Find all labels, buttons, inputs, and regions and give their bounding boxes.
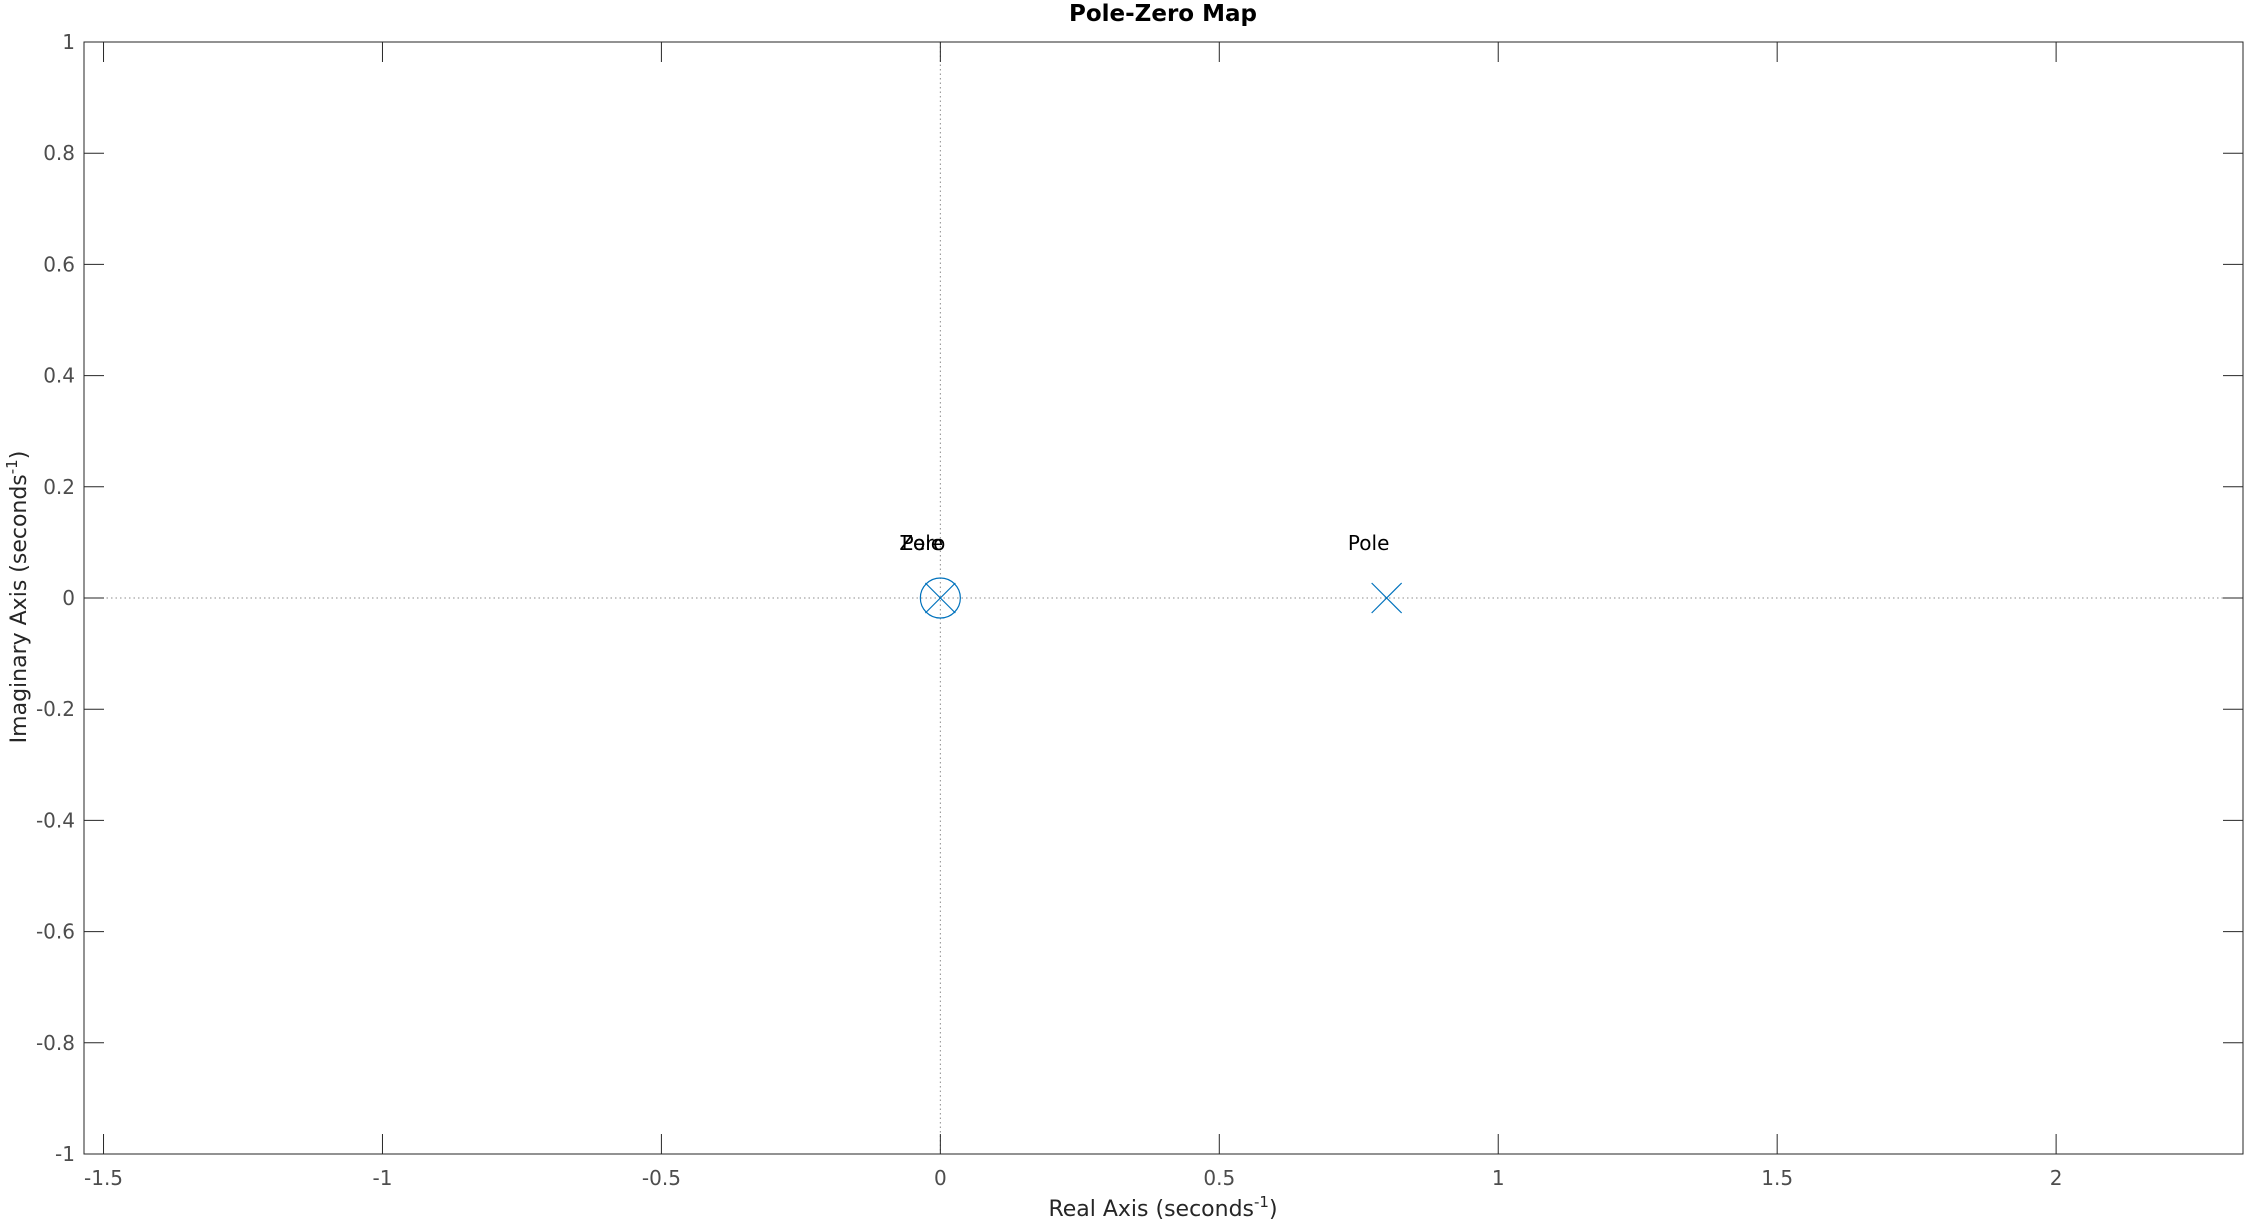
pole-marker-stroke [924, 582, 956, 614]
x-tick-label: 1.5 [1761, 1166, 1793, 1190]
y-tick-label: 0.2 [43, 475, 75, 499]
x-axis-label-text: Real Axis (seconds [1048, 1197, 1254, 1221]
x-tick-label: -0.5 [642, 1166, 681, 1190]
chart-title: Pole-Zero Map [1069, 1, 1257, 27]
y-tick-label: -1 [55, 1142, 75, 1166]
y-tick-label: -0.2 [36, 697, 75, 721]
zero-marker [919, 577, 961, 619]
x-tick-label: 0 [934, 1166, 947, 1190]
y-tick-label: -0.4 [36, 808, 75, 832]
x-axis-label-superscript: -1 [1254, 1193, 1269, 1211]
x-tick-label: 2 [2050, 1166, 2063, 1190]
y-tick-label: -0.8 [36, 1031, 75, 1055]
y-tick-label: 0 [62, 586, 75, 610]
y-axis-label-suffix: ) [7, 451, 32, 460]
x-tick-label: -1.5 [84, 1166, 123, 1190]
pole-annotation: Pole [902, 531, 943, 555]
y-tick-label: 1 [62, 30, 75, 54]
x-axis-ticks: -1.5 -1 -0.5 0 0.5 1 1.5 2 [84, 42, 2062, 1190]
y-tick-label: 0.8 [43, 141, 75, 165]
pole-marker [924, 582, 956, 614]
pole-marker-stroke [1371, 582, 1403, 614]
y-tick-label: 0.4 [43, 364, 75, 388]
x-axis-label: Real Axis (seconds-1) [1048, 1193, 1277, 1221]
y-tick-label: 0.6 [43, 252, 75, 276]
x-tick-label: 1 [1492, 1166, 1505, 1190]
zero-annotation: Zero [899, 531, 945, 555]
pole-marker [1371, 582, 1403, 614]
y-axis-label-superscript: -1 [3, 459, 21, 474]
pole-annotation: Pole [1348, 531, 1389, 555]
y-tick-label: -0.6 [36, 920, 75, 944]
y-axis-ticks: -1 -0.8 -0.6 -0.4 -0.2 0 0.2 0.4 0.6 0.8 1 [36, 30, 2243, 1166]
y-axis-label: Imaginary Axis (seconds-1) [3, 451, 32, 744]
reference-lines [84, 42, 2243, 1154]
pole-zero-markers [919, 577, 1403, 619]
x-tick-label: 0.5 [1203, 1166, 1235, 1190]
y-axis-label-text: Imaginary Axis (seconds [7, 474, 32, 743]
x-tick-label: -1 [372, 1166, 392, 1190]
x-axis-label-suffix: ) [1269, 1197, 1278, 1221]
